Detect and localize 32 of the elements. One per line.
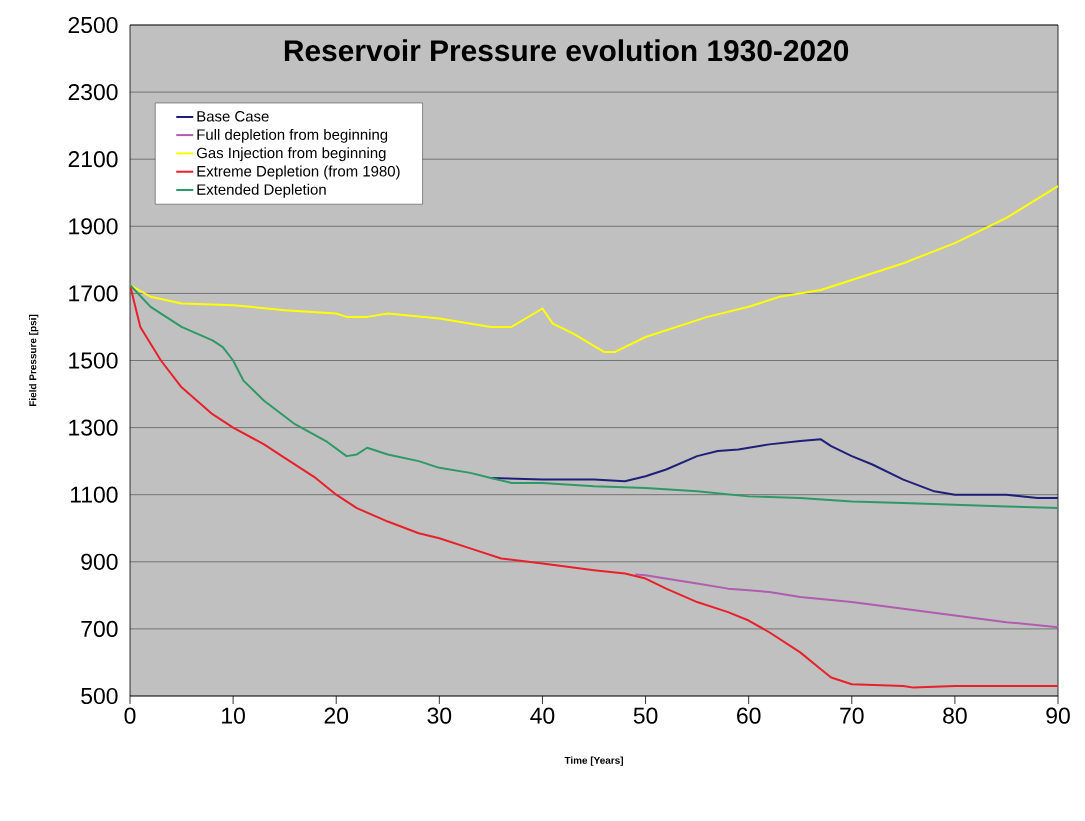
x-tick-label: 90 [1046, 707, 1070, 724]
y-tick-label: 1500 [69, 352, 118, 369]
y-tick-label: 1100 [70, 486, 118, 503]
y-tick-label: 1900 [69, 218, 118, 235]
legend-label: Full depletion from beginning [197, 128, 388, 143]
legend-label: Extreme Depletion (from 1980) [197, 165, 400, 180]
chart-title: Reservoir Pressure evolution 1930-2020 [284, 39, 849, 62]
x-tick-label: 30 [427, 707, 452, 724]
y-tick-label: 1300 [69, 419, 118, 436]
legend-label: Extended Depletion [197, 183, 326, 198]
x-tick-label: 50 [633, 707, 658, 724]
line-series [130, 284, 1059, 510]
y-axis-title: Field Pressure [psi] [29, 314, 39, 407]
x-tick-label: 70 [840, 707, 864, 724]
y-tick-label: 1700 [69, 285, 118, 302]
x-tick-label: 40 [530, 707, 555, 724]
x-tick-label: 60 [737, 707, 761, 724]
legend-label: Base Case [197, 111, 269, 122]
line-series [130, 284, 1059, 689]
line-series [634, 573, 1059, 629]
x-tick-label: 80 [943, 707, 967, 724]
x-tick-label: 10 [222, 707, 245, 724]
y-tick-label: 900 [81, 553, 118, 570]
x-axis-title: Time [Years] [564, 756, 623, 766]
y-tick-label: 700 [81, 620, 118, 637]
y-tick-label: 2100 [68, 151, 118, 168]
legend-label: Gas Injection from beginning [196, 147, 386, 162]
x-tick-label: 20 [324, 707, 349, 724]
y-tick-label: 2500 [68, 16, 118, 34]
x-tick-label: 0 [124, 707, 136, 724]
y-tick-label: 500 [81, 687, 118, 705]
y-tick-label: 2300 [68, 83, 118, 101]
